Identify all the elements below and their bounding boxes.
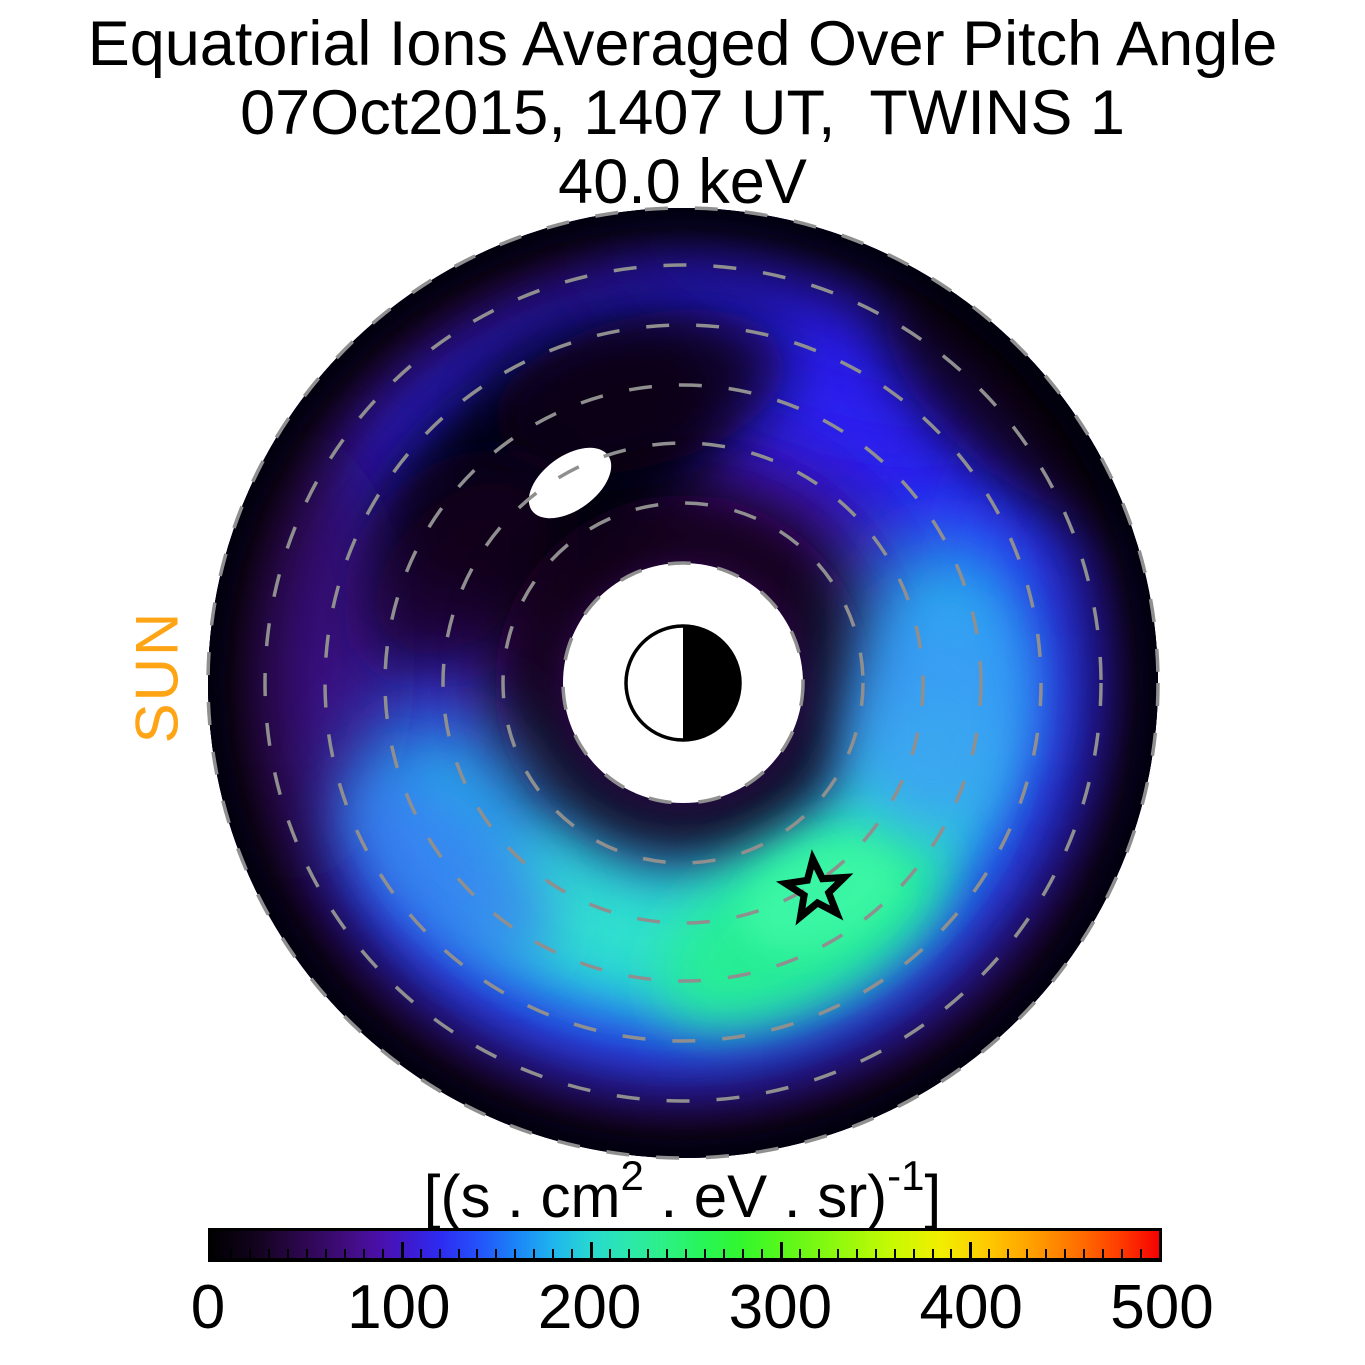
colorbar-tick [855, 1249, 858, 1258]
unit-sup-minus1: -1 [887, 1152, 925, 1199]
grid-circle [206, 206, 1160, 1160]
data-gap-ellipse [528, 447, 612, 519]
colorbar-tick [722, 1249, 725, 1258]
grid-circle [501, 501, 865, 865]
colorbar-tick [1026, 1249, 1029, 1258]
colorbar-tick [704, 1249, 706, 1258]
colorbar-tick [1045, 1249, 1048, 1258]
colorbar-tick [1159, 1242, 1162, 1258]
colorbar-tick [230, 1249, 232, 1258]
grid-circle [383, 383, 983, 983]
unit-sup-2: 2 [620, 1152, 644, 1199]
grid-circle [441, 441, 925, 925]
colorbar-tick [798, 1249, 801, 1258]
colorbar-tick [476, 1249, 479, 1258]
colorbar-tick [419, 1249, 422, 1258]
colorbar-tick [950, 1249, 953, 1258]
colorbar-tick [685, 1249, 687, 1258]
colorbar-tick [666, 1249, 668, 1258]
colorbar-tick-labels: 0 100 200 300 400 500 [191, 1272, 1214, 1352]
colorbar-tick [912, 1249, 915, 1258]
colorbar-tick [836, 1249, 839, 1258]
colorbar-tick [438, 1249, 441, 1258]
chart-subtitle-datetime: 07Oct2015, 1407 UT, TWINS 1 [240, 78, 1125, 148]
colorbar-tick [1064, 1249, 1067, 1258]
colorbar-tick [514, 1249, 517, 1258]
colorbar-unit-label: [(s . cm2 . eV . sr)-1] [0, 1152, 1365, 1231]
unit-text: ] [924, 1163, 942, 1230]
colorbar-tick [931, 1249, 934, 1258]
colorbar-tick-label: 100 [347, 1273, 451, 1342]
colorbar-tick-label: 200 [537, 1273, 642, 1342]
colorbar-tick [609, 1249, 612, 1258]
title-block: Equatorial Ions Averaged Over Pitch Angl… [0, 10, 1365, 217]
colorbar-tick [267, 1249, 270, 1258]
colorbar-tick [1007, 1249, 1010, 1258]
colorbar-tick [571, 1249, 574, 1258]
star-icon [775, 849, 854, 926]
colorbar-tick [741, 1249, 744, 1258]
colorbar-tick [760, 1249, 763, 1258]
colorbar-tick-label: 300 [728, 1273, 833, 1342]
colorbar-tick [1102, 1249, 1105, 1258]
colorbar-tick [457, 1249, 460, 1258]
colorbar-tick [495, 1249, 498, 1258]
chart-energy-label: 40.0 keV [558, 147, 807, 217]
colorbar-tick [779, 1242, 783, 1258]
earth-symbol [624, 624, 742, 742]
colorbar-tick [874, 1249, 877, 1258]
colorbar-tick [552, 1249, 555, 1258]
colorbar [208, 1228, 1162, 1262]
grid-circle [561, 561, 805, 805]
colorbar-tick [1140, 1249, 1142, 1258]
colorbar-tick [248, 1249, 251, 1258]
data-gap [528, 447, 612, 519]
colorbar-tick [988, 1249, 991, 1258]
star-marker-icon [775, 849, 854, 926]
colorbar-tick [1083, 1249, 1086, 1258]
colorbar-tick [211, 1242, 214, 1258]
unit-text: [(s . cm [423, 1163, 621, 1230]
grid-circle [263, 263, 1103, 1103]
colorbar-tick-label: 0 [190, 1273, 226, 1342]
colorbar-tick [362, 1249, 365, 1258]
colorbar-tick-label: 500 [1110, 1273, 1214, 1342]
l-shell-grid-circles [206, 206, 1160, 1160]
colorbar-tick [969, 1242, 973, 1258]
colorbar-tick [324, 1249, 327, 1258]
grid-circle [323, 323, 1043, 1043]
colorbar-tick [647, 1249, 650, 1258]
colorbar-tick [381, 1249, 384, 1258]
colorbar-tick-label: 400 [919, 1273, 1023, 1342]
colorbar-tick [343, 1249, 346, 1258]
colorbar-tick [400, 1242, 404, 1258]
colorbar-tick [286, 1249, 289, 1258]
colorbar-tick [305, 1249, 308, 1258]
chart-title: Equatorial Ions Averaged Over Pitch Angl… [87, 9, 1278, 79]
colorbar-tick [1121, 1249, 1124, 1258]
unit-text: . eV . sr) [643, 1163, 888, 1230]
colorbar-tick [817, 1249, 820, 1258]
colorbar-tick [590, 1242, 594, 1258]
colorbar-tick [628, 1249, 631, 1258]
earth-nightside-half [683, 626, 740, 740]
colorbar-tick [893, 1249, 896, 1258]
colorbar-tick [533, 1249, 536, 1258]
